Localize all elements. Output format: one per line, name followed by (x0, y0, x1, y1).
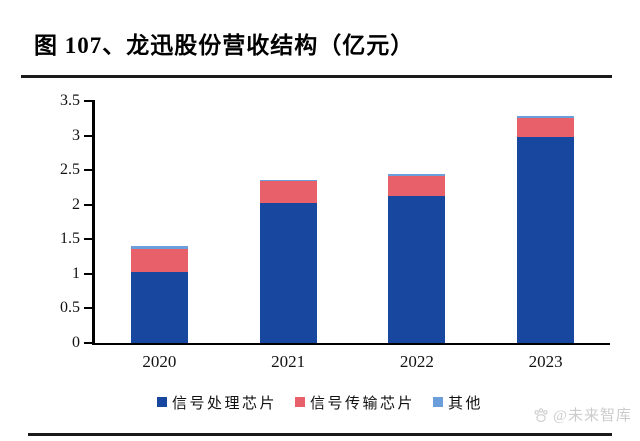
y-axis-tick (84, 238, 92, 241)
bar-segment (130, 271, 188, 343)
bar-segment (259, 181, 317, 204)
y-axis-tick (84, 203, 92, 206)
legend-label: 信号处理芯片 (171, 395, 277, 412)
y-axis-tick (84, 134, 92, 137)
plot-area (95, 101, 610, 343)
y-axis-tick-label: 3 (72, 126, 80, 144)
legend-swatch-icon (433, 397, 443, 407)
legend-swatch-icon (294, 397, 305, 407)
legend-item: 信号传输芯片 (294, 392, 415, 413)
legend-swatch-icon (156, 397, 167, 407)
y-axis-tick (84, 272, 92, 275)
bar-segment (517, 115, 575, 118)
watermark: @未来智库 (532, 404, 632, 425)
legend: 信号处理芯片 信号传输芯片 其他 (0, 391, 640, 413)
bar-segment (259, 179, 317, 182)
bar-segment (388, 195, 446, 343)
paw-icon (534, 407, 548, 422)
bar-segment (130, 248, 188, 272)
bar-segment (388, 175, 446, 196)
x-axis-label: 2021 (271, 352, 306, 371)
y-axis-tick-label: 0.5 (60, 299, 80, 317)
figure-title: 图 107、龙迅股份营收结构（亿元） (34, 33, 415, 58)
x-axis-label: 2020 (142, 352, 177, 371)
bar-segment (130, 246, 188, 249)
y-axis-tick (84, 307, 92, 310)
legend-item: 信号处理芯片 (156, 392, 277, 413)
y-axis-tick-label: 1 (72, 264, 80, 282)
legend-label: 信号传输芯片 (309, 395, 415, 412)
x-axis-line (92, 343, 610, 345)
legend-item: 其他 (433, 392, 483, 413)
bar-segment (259, 203, 317, 343)
y-axis-tick-label: 0 (72, 334, 80, 351)
title-divider (21, 75, 612, 78)
y-axis-tick-label: 3.5 (60, 92, 80, 109)
y-axis-tick (84, 100, 92, 102)
watermark-text: @未来智库 (553, 408, 632, 424)
y-axis-tick (84, 342, 92, 344)
legend-label: 其他 (448, 395, 484, 412)
bottom-divider (28, 433, 612, 436)
bar-segment (517, 117, 575, 137)
y-axis-tick (84, 169, 92, 172)
bar-segment (517, 136, 575, 343)
y-axis-line (92, 100, 95, 345)
bar-segment (388, 174, 446, 176)
y-axis-tick-label: 1.5 (60, 230, 80, 248)
y-axis-tick-label: 2 (72, 195, 80, 213)
y-axis-tick-label: 2.5 (60, 161, 80, 179)
x-axis-label: 2022 (399, 352, 434, 371)
x-axis-label: 2023 (528, 352, 563, 371)
